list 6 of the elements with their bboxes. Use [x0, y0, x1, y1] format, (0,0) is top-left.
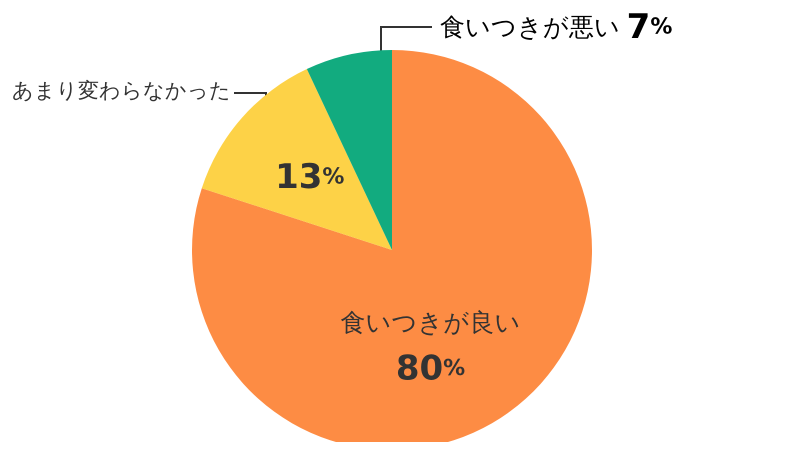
data-label: 7% — [626, 7, 672, 47]
data-label: 13% — [275, 156, 344, 197]
slice-label: あまり変わらなかった — [12, 78, 231, 102]
slice-label: 食いつきが良い — [340, 308, 521, 337]
data-label: 80% — [396, 348, 466, 388]
slice-label: 食いつきが悪い — [440, 12, 620, 42]
